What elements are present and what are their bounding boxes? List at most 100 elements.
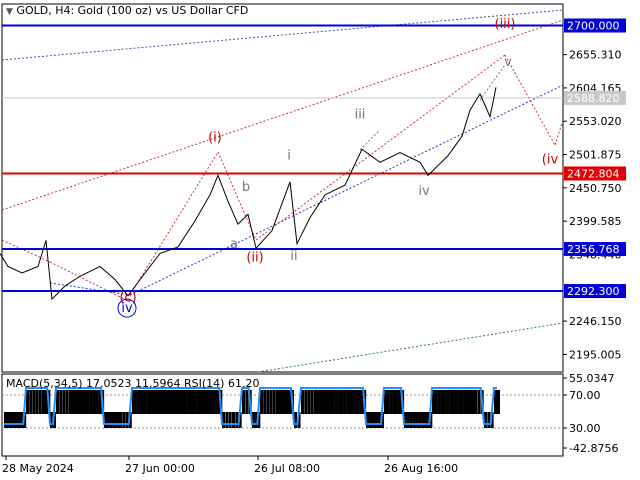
macd-bar bbox=[155, 390, 158, 414]
macd-bar bbox=[346, 390, 350, 414]
macd-bar bbox=[182, 390, 185, 414]
wave-label: iii bbox=[355, 108, 366, 123]
price-label-text: 2292.300 bbox=[567, 285, 620, 298]
macd-bar bbox=[65, 390, 69, 414]
macd-bar bbox=[426, 412, 430, 428]
macd-bar bbox=[140, 390, 144, 414]
red-channel-left bbox=[1, 239, 51, 263]
wave-label: i bbox=[287, 149, 291, 164]
macd-bar bbox=[477, 390, 481, 414]
macd-bar bbox=[125, 412, 129, 428]
macd-bar bbox=[381, 412, 384, 428]
macd-bar bbox=[460, 390, 464, 414]
indicator-tick-label: 70.00 bbox=[569, 389, 601, 402]
price-label-box bbox=[564, 284, 626, 299]
macd-bar bbox=[75, 390, 78, 414]
macd-bar bbox=[314, 390, 317, 414]
macd-bar bbox=[152, 390, 155, 414]
macd-bar bbox=[404, 412, 407, 428]
y-tick-label: 2246.150 bbox=[569, 315, 622, 328]
macd-bar bbox=[196, 390, 200, 414]
x-tick-label: 28 May 2024 bbox=[2, 462, 74, 475]
indicator-tick-label: 30.00 bbox=[569, 422, 601, 435]
macd-bar bbox=[457, 390, 461, 414]
macd-bar bbox=[158, 390, 161, 414]
macd-bar bbox=[378, 412, 381, 428]
macd-bar bbox=[294, 412, 297, 428]
macd-bar bbox=[254, 412, 258, 428]
macd-bar bbox=[340, 390, 344, 414]
macd-bar bbox=[279, 390, 282, 414]
macd-bar bbox=[437, 390, 441, 414]
green-support-line bbox=[257, 322, 564, 373]
macd-bar bbox=[468, 390, 472, 414]
macd-bar bbox=[375, 412, 378, 428]
macd-bar bbox=[310, 390, 314, 414]
wave-label: b bbox=[242, 180, 250, 195]
macd-bar bbox=[235, 412, 239, 428]
macd-bar bbox=[357, 390, 361, 414]
macd-bar bbox=[146, 390, 150, 414]
macd-bar bbox=[424, 412, 427, 428]
macd-bar bbox=[440, 390, 444, 414]
macd-bar bbox=[406, 412, 410, 428]
macd-bar bbox=[334, 390, 338, 414]
macd-bar bbox=[17, 412, 21, 428]
macd-bar bbox=[304, 390, 308, 414]
y-tick-label: 2450.750 bbox=[569, 182, 622, 195]
macd-bar bbox=[81, 390, 84, 414]
macd-bar bbox=[307, 390, 311, 414]
macd-bar bbox=[119, 412, 122, 428]
macd-bar bbox=[474, 390, 477, 414]
macd-bar bbox=[260, 390, 263, 414]
macd-bar bbox=[331, 390, 335, 414]
macd-bar bbox=[44, 390, 48, 414]
macd-bar bbox=[50, 412, 53, 428]
macd-bar bbox=[395, 390, 399, 414]
macd-bar bbox=[386, 390, 390, 414]
macd-bar bbox=[184, 390, 188, 414]
macd-bar bbox=[216, 390, 220, 414]
macd-bar bbox=[326, 390, 329, 414]
wave-path-2 bbox=[217, 151, 257, 241]
gray-wave-b bbox=[479, 64, 506, 101]
macd-bar bbox=[301, 390, 304, 414]
macd-bar bbox=[337, 390, 341, 414]
macd-bar bbox=[29, 390, 33, 414]
macd-bar bbox=[242, 390, 245, 414]
macd-bar bbox=[487, 412, 491, 428]
y-tick-label: 2655.310 bbox=[569, 49, 622, 62]
macd-bar bbox=[132, 390, 135, 414]
macd-bar bbox=[95, 390, 99, 414]
macd-bar bbox=[211, 390, 214, 414]
macd-bar bbox=[53, 412, 56, 428]
macd-bar bbox=[69, 390, 72, 414]
macd-bar bbox=[14, 412, 18, 428]
macd-bar bbox=[372, 412, 375, 428]
macd-bar bbox=[384, 390, 387, 414]
wave-circle bbox=[117, 298, 137, 318]
wave-label: (c) bbox=[119, 291, 136, 306]
macd-bar bbox=[232, 412, 235, 428]
macd-bar bbox=[187, 390, 191, 414]
macd-bar bbox=[452, 390, 455, 414]
x-tick-label: 26 Jul 08:00 bbox=[254, 462, 320, 475]
macd-bar bbox=[494, 390, 497, 414]
macd-bar bbox=[20, 412, 24, 428]
macd-bar bbox=[471, 390, 475, 414]
macd-bar bbox=[490, 412, 494, 428]
indicator-tick-label: -42.8756 bbox=[569, 442, 618, 455]
macd-bar bbox=[23, 412, 27, 428]
macd-bar bbox=[89, 390, 93, 414]
price-label-box bbox=[564, 18, 626, 33]
macd-bar bbox=[466, 390, 469, 414]
macd-bar bbox=[432, 390, 435, 414]
macd-bar bbox=[35, 390, 39, 414]
wave-label: (ii) bbox=[246, 250, 263, 265]
macd-bar bbox=[137, 390, 141, 414]
macd-bar bbox=[272, 390, 276, 414]
macd-bar bbox=[12, 412, 15, 428]
macd-bar bbox=[113, 412, 116, 428]
macd-bar bbox=[84, 390, 87, 414]
indicator-tick-label: 55.0347 bbox=[569, 372, 615, 385]
